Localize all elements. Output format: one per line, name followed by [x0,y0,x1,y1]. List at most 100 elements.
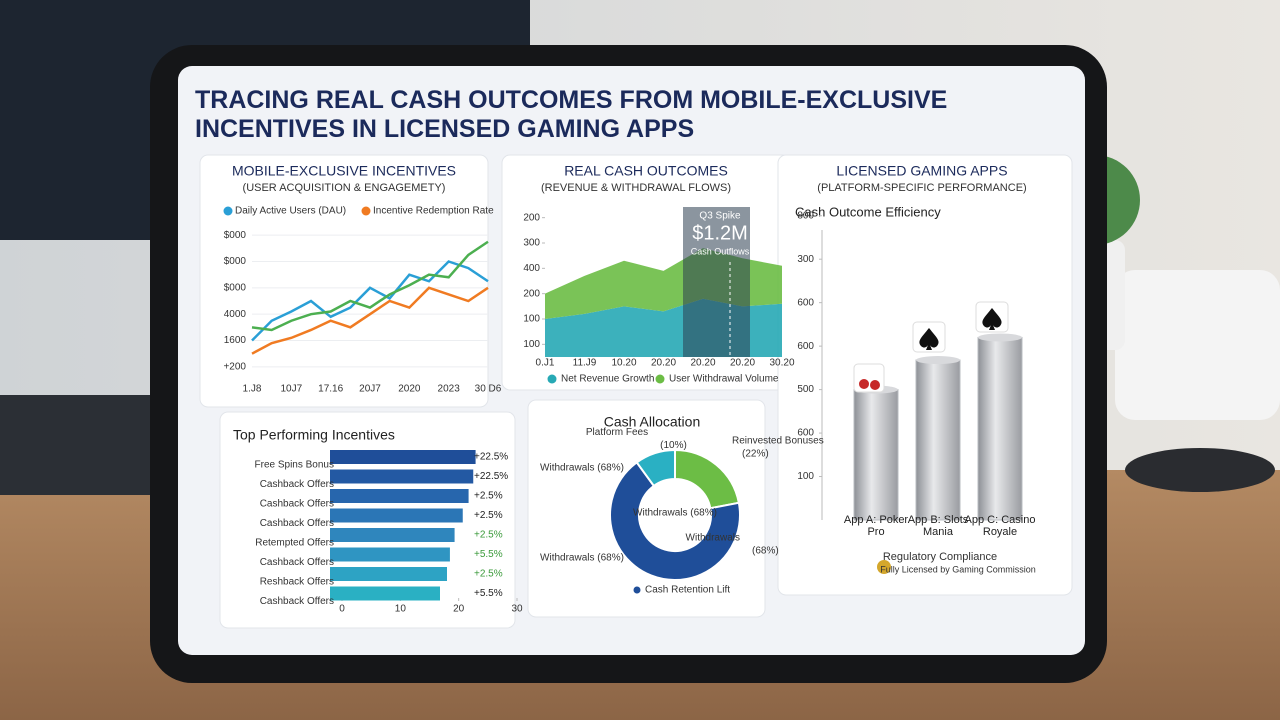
bar [330,547,450,562]
annotation: +22.5% [474,471,508,482]
annotation-box [683,207,750,357]
chart-title: Top Performing Incentives [233,427,395,443]
x-tick-label: 20.20 [690,358,715,369]
bar [330,489,469,503]
annotation: +5.5% [474,549,503,560]
y-tick-label: $000 [224,282,247,293]
annotation-text: Cash Outflows [691,246,750,256]
x-tick-label: 10 [395,604,407,615]
line [251,240,489,332]
annotation: Withdrawals (68%) [540,553,624,564]
slice-label: Withdrawals [686,533,740,544]
x-tick-label: 30 D6 [475,384,502,395]
bar-top [978,333,1022,342]
y-tick-label: $000 [224,230,247,241]
x-tick-label: 11.J9 [573,358,597,369]
x-tick-label: 10J7 [280,384,302,395]
y-tick-label: 600 [797,341,814,352]
bar [853,389,899,521]
x-tick-label: 2020 [398,384,421,395]
legend-swatch [361,206,371,216]
chart-subtitle: (PLATFORM-SPECIFIC PERFORMANCE) [817,182,1026,194]
bar-top [916,356,960,365]
y-tick-label: Reshback Offers [260,577,334,588]
y-tick-label: Cashback Offers [260,479,334,490]
y-tick-label: 1600 [224,335,247,346]
y-tick-label: Cashback Offers [260,596,334,607]
y-tick-label: 100 [523,314,540,325]
slice-label: Platform Fees [586,427,648,438]
y-tick-label: 600 [797,297,814,308]
y-tick-label: +200 [223,361,246,372]
slice-value: (10%) [660,440,687,451]
x-tick-label: App B: Slots Mania [907,514,969,538]
compliance-icon [877,560,891,574]
y-tick-label: Cashback Offers [260,518,334,529]
center-label: Withdrawals (68%) [633,508,717,519]
app-icon [853,363,885,393]
slice-value: (22%) [742,449,769,460]
chart-title: LICENSED GAMING APPS [836,163,1007,179]
x-tick-label: 10.20 [611,358,636,369]
chart-title: REAL CASH OUTCOMES [564,163,728,179]
bar [977,336,1023,521]
bar [330,508,463,523]
bar [330,567,447,581]
bar [330,586,440,601]
x-tick-label: 1.J8 [243,384,262,395]
chart-subtitle: (USER ACQUISITION & ENGAGEMETY) [243,182,446,194]
legend-swatch [547,374,557,384]
dashboard-title: TRACING REAL CASH OUTCOMES FROM MOBILE-E… [195,86,948,143]
x-tick-label: App A: Poker Pro [843,514,909,538]
bar [915,359,961,521]
bar [330,469,474,484]
y-tick-label: Free Spins Bonus [255,460,335,471]
y-tick-label: 300 [797,254,814,265]
y-tick-label: 100 [523,339,540,350]
legend-label: User Withdrawal Volume [669,374,779,385]
legend-label: Cash Retention Lift [645,585,730,596]
annotation-title: Q3 Spike [699,211,741,222]
annotation-value: $1.2M [692,222,748,244]
bar [330,528,455,542]
annotation: +2.5% [474,569,503,580]
cherry [870,380,880,390]
annotation: +5.5% [474,588,503,599]
chart-subtitle: (REVENUE & WITHDRAWAL FLOWS) [541,182,731,194]
x-tick-label: 17.16 [318,384,343,395]
y-tick-label: 200 [523,212,540,223]
y-tick-label: 200 [523,288,540,299]
legend-label: Incentive Redemption Rate [373,206,494,217]
x-tick-label: 20 [453,604,465,615]
line [251,286,489,355]
annotation: +22.5% [474,452,508,463]
cherry [859,379,869,389]
x-tick-label: 30 [511,604,523,615]
slice-value: (68%) [752,546,779,557]
y-tick-label: 4000 [224,309,247,320]
legend-swatch [655,374,665,384]
annotation: Withdrawals (68%) [540,463,624,474]
legend-swatch [223,206,233,216]
legend-swatch [633,586,641,594]
spade [982,308,1002,330]
y-tick-label: 400 [523,263,540,274]
axis-label: Cash Outcome Efficiency [795,204,941,219]
x-tick-label: 0 [339,604,345,615]
y-tick-label: Retempted Offers [255,538,334,549]
x-tick-label: 30.20 [769,358,794,369]
slice-label: Reinvested Bonuses [732,436,824,447]
donut-slice [635,448,676,488]
x-tick-label: 20.20 [730,358,755,369]
y-tick-label: 600 [797,428,814,439]
bar [330,450,476,464]
donut-slice [609,461,741,581]
y-tick-label: 300 [523,238,540,249]
y-tick-label: 100 [797,471,814,482]
chart-title: Cash Allocation [604,414,701,430]
mug [1115,270,1280,420]
x-tick-label: 20J7 [359,384,381,395]
y-tick-label: 800 [797,210,814,221]
keyboard [0,395,175,495]
